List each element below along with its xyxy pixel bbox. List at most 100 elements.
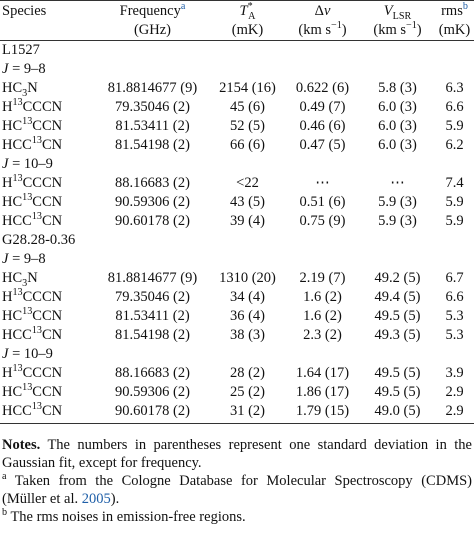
cell: 1.86 (17) [295, 384, 350, 400]
data-row: HC13CCN 90.59306 (2) 25 (2) 1.86 (17) 49.5 (… [0, 383, 474, 402]
text: A [248, 10, 256, 22]
text: CN [41, 327, 63, 343]
text: CN [41, 403, 63, 419]
data-row: HC3N 81.8814677 (9) 2154 (16) 0.622 (6) 5.8 … [0, 79, 474, 98]
text: 13 [12, 363, 23, 375]
text: (km s [298, 22, 331, 38]
text: ). [110, 491, 120, 507]
species: H13CCCN [0, 174, 95, 193]
cell: 1.64 (17) [295, 365, 350, 381]
link[interactable]: a [180, 1, 186, 13]
cell: 2.3 (2) [303, 327, 342, 343]
cell: 45 (6) [229, 99, 266, 115]
text: V [383, 3, 393, 19]
cell: 6.6 [445, 99, 464, 115]
text: 13 [22, 192, 33, 204]
header-cell: VLSR [360, 0, 435, 21]
footnote-mark: a [2, 471, 7, 483]
data-row: H13CCCN 79.35046 (2) 34 (4) 1.6 (2) 49.4 (5)… [0, 288, 474, 307]
footnote: b The rms noises in emission-free region… [2, 508, 472, 526]
transition-label: J = 9–8 [0, 250, 474, 269]
cell: 81.54198 (2) [115, 327, 190, 343]
text: CCN [32, 194, 63, 210]
cell: 39 (4) [229, 213, 266, 229]
text: = 10–9 [8, 346, 53, 362]
text: H [2, 99, 13, 115]
cell: 1310 (20) [219, 270, 276, 286]
link[interactable]: 2005 [81, 491, 111, 507]
cell: 5.3 [445, 308, 464, 324]
text: CCN [32, 308, 63, 324]
transition-row: J = 10–9 [0, 155, 474, 174]
text: HC [2, 194, 23, 210]
text: CCCN [22, 99, 63, 115]
cell: 6.6 [445, 289, 464, 305]
cell: 66 (6) [229, 137, 266, 153]
text: H [2, 365, 13, 381]
cell: 90.59306 (2) [115, 384, 190, 400]
data-row: HCC13CN 90.60178 (2) 39 (4) 0.75 (9) 5.9 (3)… [0, 212, 474, 231]
header-cell: rmsb [435, 0, 474, 21]
header-row: Species Frequencya T*A Δv VLSR rmsb [0, 0, 474, 22]
footnote-mark: b [2, 507, 8, 519]
cell: 6.7 [445, 270, 464, 286]
text: 13 [31, 325, 42, 337]
cell: 90.60178 (2) [115, 213, 190, 229]
cell: <22 [236, 175, 259, 191]
data-row: HCC13CN 90.60178 (2) 31 (2) 1.79 (15) 49.0 (… [0, 402, 474, 424]
header-cell [0, 21, 95, 41]
text: 13 [31, 401, 42, 413]
cell: 2.9 [445, 384, 464, 400]
transition-row: J = 10–9 [0, 345, 474, 364]
cell: 1.6 (2) [303, 289, 342, 305]
cell: 3.9 [445, 365, 464, 381]
data-row: HC13CCN 81.53411 (2) 36 (4) 1.6 (2) 49.5 (5)… [0, 307, 474, 326]
link[interactable]: b [462, 1, 468, 13]
text: * [247, 1, 253, 13]
cell: 38 (3) [229, 327, 266, 343]
cell: 0.46 (6) [299, 118, 346, 134]
data-row: HCC13CN 81.54198 (2) 66 (6) 0.47 (5) 6.0 (3)… [0, 136, 474, 155]
text: −1 [331, 20, 342, 32]
species: HCC13CN [0, 212, 95, 231]
data-row: HC13CCN 81.53411 (2) 52 (5) 0.46 (6) 6.0 (3)… [0, 117, 474, 136]
transition-row: J = 9–8 [0, 60, 474, 79]
cell: 5.8 (3) [378, 80, 417, 96]
cell: 2.19 (7) [299, 270, 346, 286]
cell: 2.9 [435, 402, 474, 424]
footnote: a Taken from the Cologne Database for Mo… [2, 472, 472, 508]
text: HC [2, 308, 23, 324]
cell: 31 (2) [210, 402, 285, 424]
text: CCCN [22, 175, 63, 191]
transition-row: J = 9–8 [0, 250, 474, 269]
source-row: L1527 [0, 41, 474, 61]
cell: 5.9 (3) [378, 213, 417, 229]
cell: 90.60178 (2) [95, 402, 210, 424]
species: HC13CCN [0, 117, 95, 136]
source-row: G28.28-0.36 [0, 231, 474, 250]
species: HC13CCN [0, 383, 95, 402]
header-cell: (km s−1) [285, 21, 360, 41]
species: H13CCCN [0, 288, 95, 307]
text: J [2, 346, 9, 362]
cell: 5.9 [445, 213, 464, 229]
cell: 81.53411 (2) [115, 118, 190, 134]
species: H13CCCN [0, 98, 95, 117]
text: HCC [2, 327, 32, 343]
text: H [2, 175, 13, 191]
cell: 90.59306 (2) [115, 194, 190, 210]
text: 13 [12, 97, 23, 109]
cell: 81.54198 (2) [115, 137, 190, 153]
species: H13CCCN [0, 364, 95, 383]
text: The numbers in parentheses represent one… [2, 437, 472, 471]
text: CCN [32, 118, 63, 134]
text: 13 [22, 382, 33, 394]
transition-label: J = 10–9 [0, 345, 474, 364]
text: v [323, 3, 331, 19]
species: HC13CCN [0, 307, 95, 326]
data-row: HCC13CN 81.54198 (2) 38 (3) 2.3 (2) 49.3 (5)… [0, 326, 474, 345]
text: ) [416, 22, 422, 38]
header-cell: Δv [285, 0, 360, 21]
text: HCC [2, 137, 32, 153]
